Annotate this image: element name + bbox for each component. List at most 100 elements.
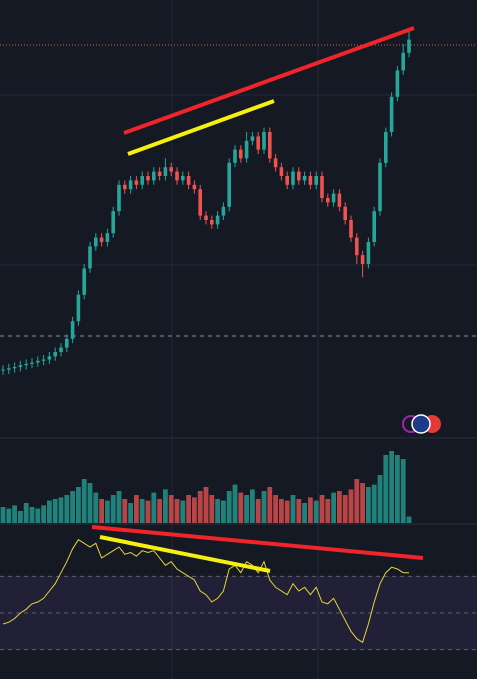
volume-bar (366, 487, 371, 523)
trend-line[interactable] (99, 535, 271, 573)
volume-bar (139, 499, 145, 523)
volume-bar (302, 503, 307, 523)
volume-bar (197, 491, 203, 523)
volume-bar (371, 484, 377, 523)
candle-body (105, 233, 110, 242)
candle-body (175, 171, 179, 181)
volume-bar (47, 500, 52, 523)
volume-bar (209, 495, 215, 523)
candle-body (244, 140, 249, 159)
trend-line[interactable] (91, 525, 424, 560)
rsi-line (2, 539, 409, 644)
volume-bar (186, 495, 191, 523)
candle-body (24, 363, 28, 366)
candle-body (88, 246, 92, 269)
candle-body (285, 176, 289, 185)
volume-bar (267, 487, 273, 523)
drawings (91, 26, 424, 573)
volume-bar (29, 507, 35, 523)
volume-bar (319, 495, 325, 523)
candle-body (250, 136, 255, 141)
candle-body (355, 237, 359, 256)
candle-body (302, 176, 307, 181)
candle-body (256, 136, 260, 150)
candle-body (192, 184, 197, 190)
candle-body (407, 39, 411, 53)
volume-bar (18, 511, 23, 523)
candle-body (181, 176, 185, 181)
candle-body (146, 176, 150, 181)
candle-body (76, 294, 81, 322)
volume-bar (105, 500, 110, 523)
volume-bar (174, 499, 180, 523)
candle-body (186, 176, 191, 185)
trend-line[interactable] (127, 99, 275, 156)
candle-body (134, 180, 139, 185)
candle-body (320, 176, 324, 198)
candle-body (30, 362, 34, 364)
volume-bar (76, 487, 81, 523)
candle-body (378, 162, 382, 212)
volume-bar (99, 499, 104, 523)
volume-bar (81, 479, 87, 523)
volume-bar (23, 503, 29, 523)
candle-body (82, 268, 86, 295)
volume-bar (238, 492, 244, 523)
volume-bar (360, 483, 365, 523)
trend-line[interactable] (123, 26, 415, 135)
candle-body (198, 189, 202, 216)
volume-bar (116, 491, 122, 523)
volume-bar (122, 499, 128, 523)
candle-body (169, 167, 173, 172)
candle-body (291, 171, 295, 185)
candle-body (36, 360, 40, 363)
volume-bar (180, 500, 186, 523)
volume-bar (41, 505, 46, 523)
volume-bar (52, 499, 58, 523)
volume-bar (163, 489, 168, 523)
volume-bar (255, 499, 261, 523)
candle-body (111, 211, 115, 234)
volume-bar (128, 503, 133, 523)
candle-body (233, 149, 237, 163)
volume-bar (261, 491, 267, 523)
volume-bar (70, 491, 75, 523)
candle-body (117, 184, 121, 212)
marks (0, 30, 477, 651)
candle-body (331, 193, 336, 203)
volume-bar (157, 499, 162, 523)
rsi-band (0, 576, 477, 650)
volume-bar (348, 489, 354, 523)
volume-bar (6, 508, 12, 523)
volume-bar (203, 487, 209, 523)
candle-body (384, 132, 388, 163)
candle-body (343, 206, 347, 220)
volume-bar (58, 497, 64, 523)
volume-bar (145, 500, 151, 523)
volume-bar (192, 497, 197, 523)
candle-body (337, 193, 342, 207)
volume-bar (87, 483, 93, 523)
volume-bar (406, 516, 412, 523)
event-icons[interactable] (402, 414, 441, 434)
volume-bar (151, 492, 157, 523)
candle-body (41, 359, 46, 361)
candle-body (128, 180, 133, 190)
candle-body (221, 206, 226, 216)
event-icon[interactable] (411, 414, 431, 434)
volume-bar (168, 495, 174, 523)
volume-bar (279, 499, 284, 523)
candle-body (59, 347, 63, 352)
candle-body (53, 352, 57, 357)
candle-body (227, 162, 231, 207)
candle-body (314, 176, 318, 185)
volume-bar (250, 489, 255, 523)
candle-body (279, 167, 284, 176)
volume-bar (110, 495, 116, 523)
candle-body (268, 132, 272, 159)
volume-bar (377, 475, 383, 523)
volume-bar (325, 499, 331, 523)
volume-bar (226, 491, 232, 523)
volume-bar (296, 499, 302, 523)
